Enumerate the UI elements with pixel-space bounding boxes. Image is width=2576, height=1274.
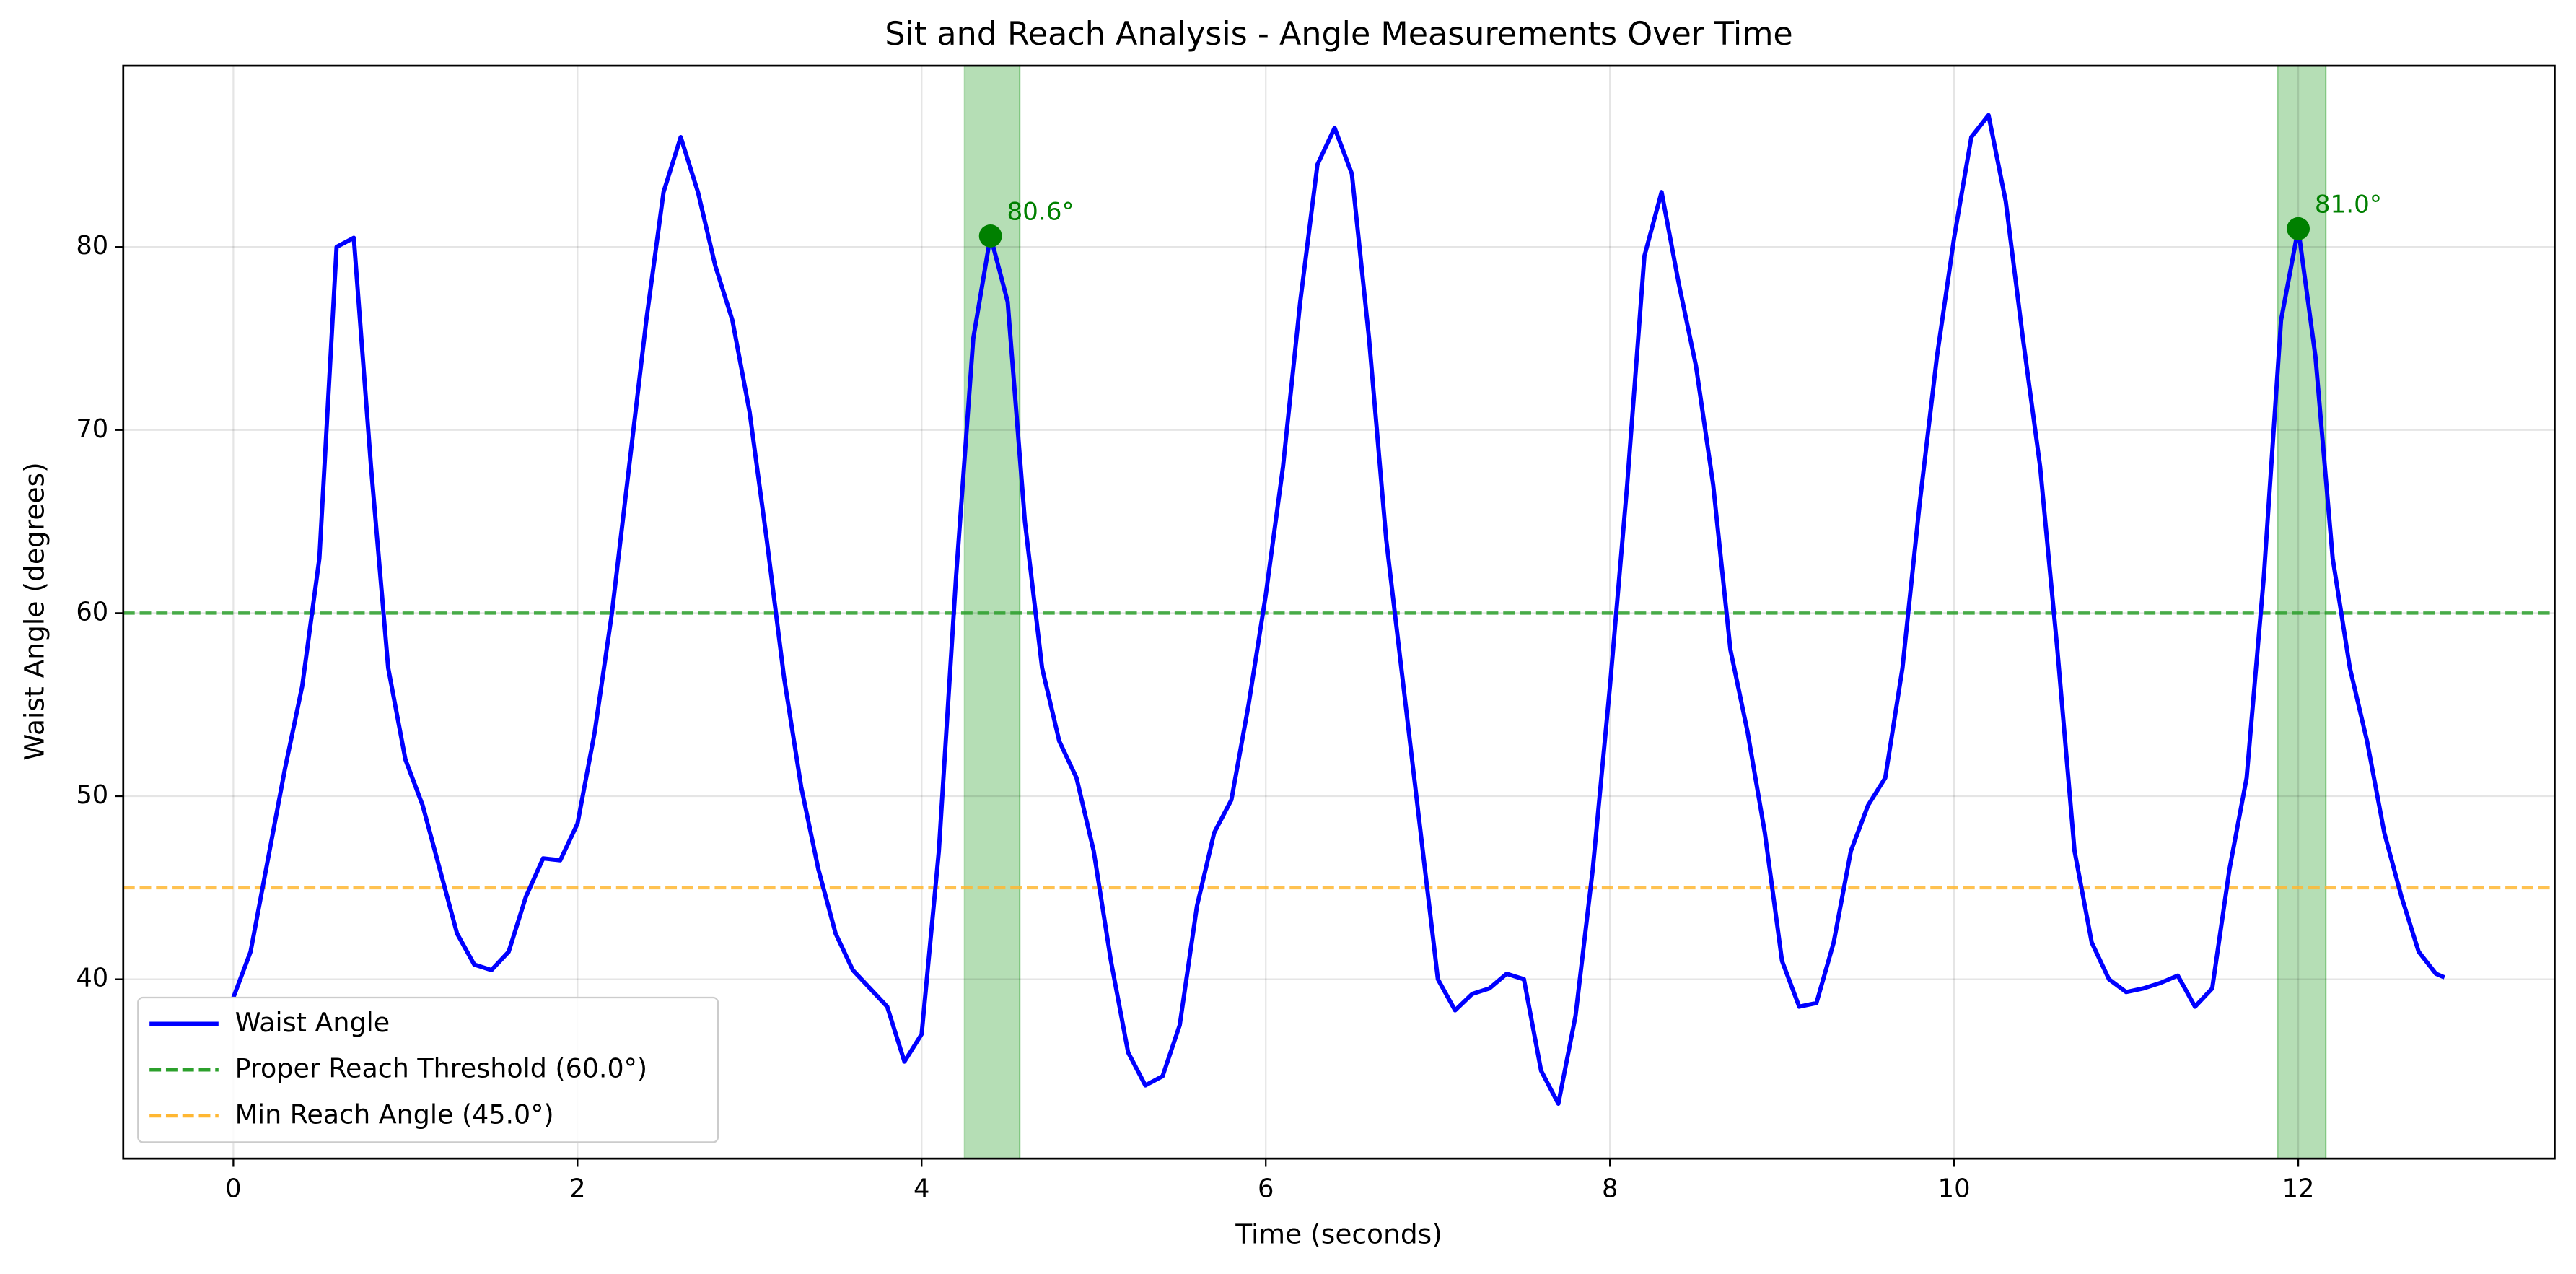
y-axis-label: Waist Angle (degrees) <box>19 462 51 761</box>
chart-title: Sit and Reach Analysis - Angle Measureme… <box>885 16 1792 53</box>
x-tick-label: 10 <box>1938 1174 1971 1203</box>
x-tick-label: 2 <box>569 1174 585 1203</box>
x-tick-label: 8 <box>1602 1174 1618 1203</box>
y-tick-label: 60 <box>76 597 108 627</box>
x-axis-label: Time (seconds) <box>1235 1218 1442 1250</box>
peak-label: 81.0° <box>2315 190 2382 219</box>
plot-frame <box>122 64 2556 1160</box>
y-tick-label: 70 <box>76 414 108 444</box>
legend: Waist Angle Proper Reach Threshold (60.0°… <box>137 996 719 1143</box>
x-tick-label: 0 <box>225 1174 241 1203</box>
peak-marker <box>2287 217 2310 240</box>
x-tick-label: 4 <box>914 1174 929 1203</box>
legend-label: Min Reach Angle (45.0°) <box>235 1099 554 1130</box>
legend-box <box>137 996 719 1143</box>
peak-label: 80.6° <box>1007 198 1074 227</box>
x-tick-label: 6 <box>1258 1174 1274 1203</box>
legend-label: Proper Reach Threshold (60.0°) <box>235 1053 648 1084</box>
y-tick-label: 80 <box>76 231 108 261</box>
y-tick-label: 40 <box>76 964 108 993</box>
data-line <box>231 113 2445 1107</box>
legend-label: Waist Angle <box>235 1007 390 1038</box>
peak-marker <box>978 224 1002 248</box>
y-tick-label: 50 <box>76 780 108 810</box>
x-tick-label: 12 <box>2282 1174 2315 1203</box>
